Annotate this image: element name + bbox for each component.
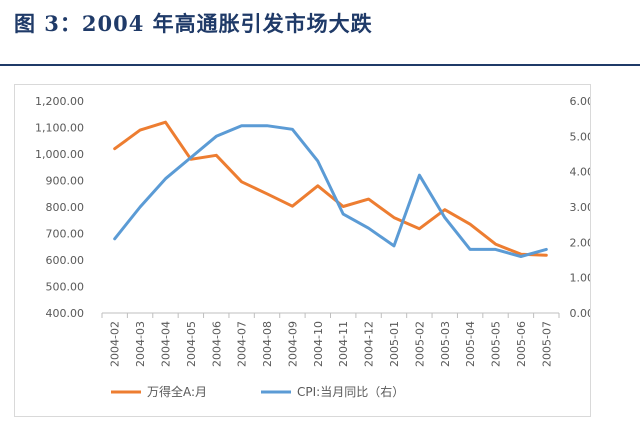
y-left-tick-label: 400.00 [46, 307, 85, 320]
x-tick-label: 2004-04 [159, 321, 172, 367]
x-tick-label: 2005-05 [490, 321, 503, 367]
axes-layer: 2004-02 2004-03 2004-04 2004-05 2004-06 2004-… [35, 95, 590, 367]
y-right-tick-label: 5.00 [570, 130, 591, 143]
y-right-tick-label: 6.00 [570, 95, 591, 108]
title-divider [0, 64, 640, 66]
series-line-cpi [113, 124, 548, 258]
x-tick-label: 2004-09 [286, 321, 299, 367]
chart-frame: 2004-02 2004-03 2004-04 2004-05 2004-06 2004-… [14, 84, 591, 417]
x-tick-label: 2004-02 [109, 321, 122, 367]
y-left-tick-label: 900.00 [46, 175, 85, 188]
x-tick-label: 2005-06 [515, 321, 528, 367]
y-right-tick-label: 2.00 [570, 236, 591, 249]
x-tick-label: 2004-10 [312, 321, 325, 367]
x-tick-label: 2004-06 [210, 321, 223, 367]
x-tick-label: 2004-12 [363, 321, 376, 367]
x-tick-label: 2004-08 [261, 321, 274, 367]
x-tick-label: 2005-04 [464, 321, 477, 367]
x-tick-label: 2005-02 [413, 321, 426, 367]
x-tick-label: 2005-03 [439, 321, 452, 367]
y-right-tick-label: 3.00 [570, 201, 591, 214]
y-left-tick-label: 700.00 [46, 228, 85, 241]
y-right-tick-label: 4.00 [570, 166, 591, 179]
line-chart: 2004-02 2004-03 2004-04 2004-05 2004-06 2004-… [35, 95, 590, 399]
y-left-tick-label: 600.00 [46, 254, 85, 267]
y-left-tick-label: 1,100.00 [35, 122, 84, 135]
y-left-tick-label: 1,000.00 [35, 148, 84, 161]
x-tick-label: 2004-03 [134, 321, 147, 367]
series-layer [113, 120, 548, 258]
y-right-tick-label: 1.00 [570, 272, 591, 285]
y-left-tick-label: 500.00 [46, 281, 85, 294]
y-right-tick-label: 0.00 [570, 307, 591, 320]
x-tick-label: 2004-07 [236, 321, 249, 367]
x-tick-label: 2004-05 [185, 321, 198, 367]
y-left-tick-label: 800.00 [46, 201, 85, 214]
legend-label: CPI:当月同比（右） [297, 384, 404, 399]
figure-title: 图 3：2004 年高通胀引发市场大跌 [14, 11, 373, 36]
legend-label: 万得全A:月 [147, 384, 207, 399]
x-tick-label: 2005-01 [388, 321, 401, 367]
legend: 万得全A:月 CPI:当月同比（右） [111, 384, 404, 399]
series-line-wind-a [113, 120, 548, 257]
x-tick-label: 2004-11 [337, 321, 350, 367]
y-left-tick-label: 1,200.00 [35, 95, 84, 108]
x-tick-label: 2005-07 [540, 321, 553, 367]
